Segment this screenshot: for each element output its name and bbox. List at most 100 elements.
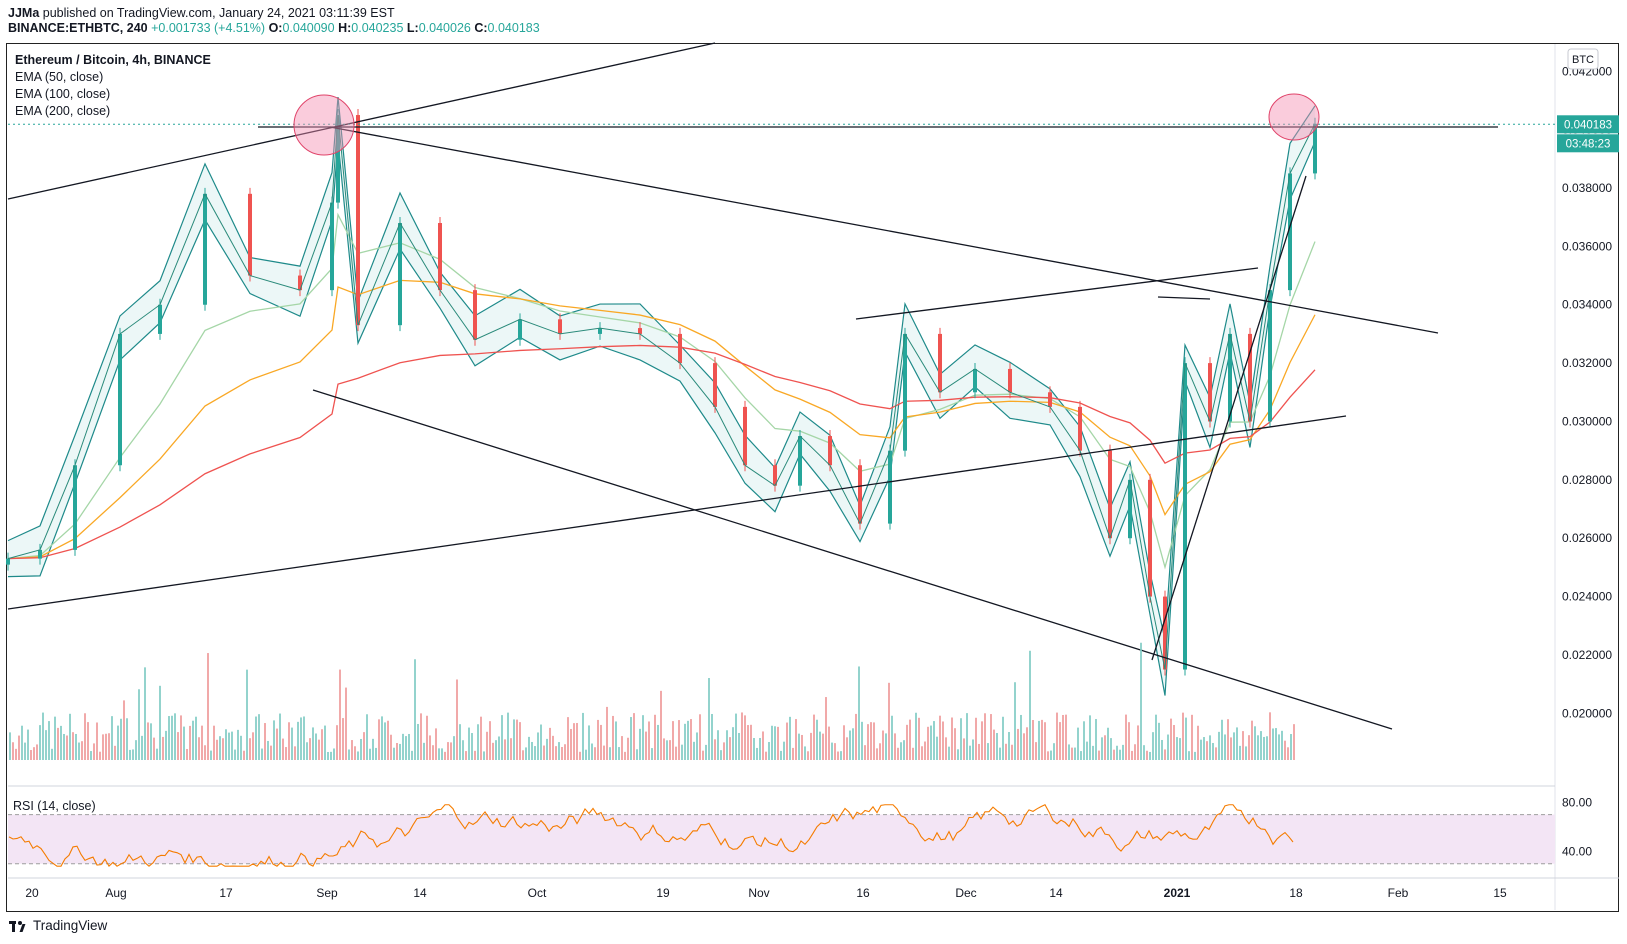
candle-body[interactable]	[1268, 290, 1272, 422]
volume-bar	[285, 747, 287, 760]
candle-body[interactable]	[713, 363, 717, 407]
trend-line[interactable]	[312, 389, 1393, 730]
author-name[interactable]: JJMa	[8, 6, 40, 20]
candle-body[interactable]	[473, 290, 477, 340]
volume-bar	[771, 725, 773, 760]
top-highlight-circle[interactable]	[293, 94, 355, 156]
volume-bar	[546, 738, 548, 760]
candle-body[interactable]	[398, 223, 402, 326]
trend-line[interactable]	[855, 267, 1259, 320]
candle-body[interactable]	[1128, 479, 1132, 539]
candle-body[interactable]	[598, 328, 602, 334]
candle-body[interactable]	[888, 450, 892, 524]
candle-body[interactable]	[773, 465, 777, 486]
candle-body[interactable]	[1288, 173, 1292, 291]
volume-bar	[861, 721, 863, 760]
candle-body[interactable]	[330, 202, 334, 291]
candle-body[interactable]	[743, 406, 747, 466]
volume-bar	[561, 747, 563, 760]
candle-body[interactable]	[1208, 363, 1212, 422]
volume-bar	[1131, 750, 1133, 760]
candle-body[interactable]	[1148, 479, 1152, 597]
candle-body[interactable]	[1228, 333, 1232, 422]
candle-body[interactable]	[828, 436, 832, 466]
volume-bar	[762, 731, 764, 760]
candle-body[interactable]	[298, 275, 302, 291]
volume-bar	[1050, 750, 1052, 760]
trend-line[interactable]	[329, 126, 1439, 334]
volume-bar	[144, 667, 146, 760]
volume-bar	[795, 719, 797, 760]
volume-bar	[1227, 719, 1229, 760]
candle-body[interactable]	[336, 115, 340, 203]
volume-bar	[309, 738, 311, 760]
candle-body[interactable]	[1008, 368, 1012, 393]
candle-body[interactable]	[1108, 450, 1112, 539]
x-tick-label: 14	[1049, 886, 1063, 900]
footer-brand[interactable]: TradingView	[33, 918, 108, 933]
volume-bar	[135, 740, 137, 760]
candle-body[interactable]	[118, 333, 122, 466]
volume-bar	[288, 722, 290, 760]
volume-bar	[948, 746, 950, 760]
candle-body[interactable]	[248, 193, 252, 276]
candle-body[interactable]	[858, 465, 862, 524]
candle-body[interactable]	[38, 549, 42, 559]
trend-line[interactable]	[1157, 296, 1211, 300]
rsi-label[interactable]: RSI (14, close)	[13, 799, 96, 813]
volume-bar	[174, 713, 176, 760]
candle-body[interactable]	[203, 193, 207, 305]
volume-bar	[1017, 728, 1019, 760]
volume-bar	[477, 724, 479, 760]
y-tick-label: 0.024000	[1562, 590, 1612, 604]
volume-bar	[573, 723, 575, 760]
volume-bar	[1059, 722, 1061, 760]
legend-ema50[interactable]: EMA (50, close)	[15, 70, 104, 84]
candle-body[interactable]	[1078, 406, 1082, 451]
volume-bar	[78, 742, 80, 760]
x-tick-label: 17	[219, 886, 233, 900]
volume-bar	[657, 724, 659, 760]
legend-ema200[interactable]: EMA (200, close)	[15, 104, 111, 118]
candle-body[interactable]	[678, 333, 682, 364]
candle-body[interactable]	[158, 304, 162, 334]
candle-body[interactable]	[73, 465, 77, 550]
volume-bar	[1098, 750, 1100, 760]
volume-bar	[462, 740, 464, 760]
candle-body[interactable]	[1183, 363, 1187, 670]
volume-bar	[453, 736, 455, 760]
volume-bar	[357, 751, 359, 760]
top-highlight-circle[interactable]	[1268, 93, 1320, 141]
trend-line[interactable]	[7, 415, 1347, 610]
candle-body[interactable]	[1048, 392, 1052, 407]
candle-body[interactable]	[903, 333, 907, 451]
candle-body[interactable]	[6, 558, 10, 565]
volume-bar	[36, 744, 38, 760]
volume-bar	[1128, 722, 1130, 760]
trend-line[interactable]	[1151, 175, 1307, 661]
candle-body[interactable]	[356, 115, 360, 326]
candle-body[interactable]	[1248, 333, 1252, 422]
candle-body[interactable]	[558, 319, 562, 334]
y-tick-label: 0.022000	[1562, 648, 1612, 662]
volume-bar	[843, 725, 845, 760]
volume-bar	[681, 744, 683, 760]
volume-bar	[69, 713, 71, 760]
candle-body[interactable]	[938, 333, 942, 393]
legend-ema100[interactable]: EMA (100, close)	[15, 87, 111, 101]
volume-bar	[1116, 745, 1118, 760]
volume-bar	[618, 747, 620, 760]
candle-body[interactable]	[798, 436, 802, 486]
volume-bar	[1185, 717, 1187, 760]
volume-bar	[252, 732, 254, 760]
candle-body[interactable]	[973, 368, 977, 393]
trend-line[interactable]	[7, 42, 716, 200]
volume-bar	[1212, 742, 1214, 760]
candle-body[interactable]	[1163, 596, 1167, 670]
volume-bar	[897, 747, 899, 760]
candle-body[interactable]	[438, 223, 442, 291]
candle-body[interactable]	[1313, 123, 1317, 174]
candle-body[interactable]	[518, 319, 522, 340]
candle-body[interactable]	[638, 328, 642, 334]
